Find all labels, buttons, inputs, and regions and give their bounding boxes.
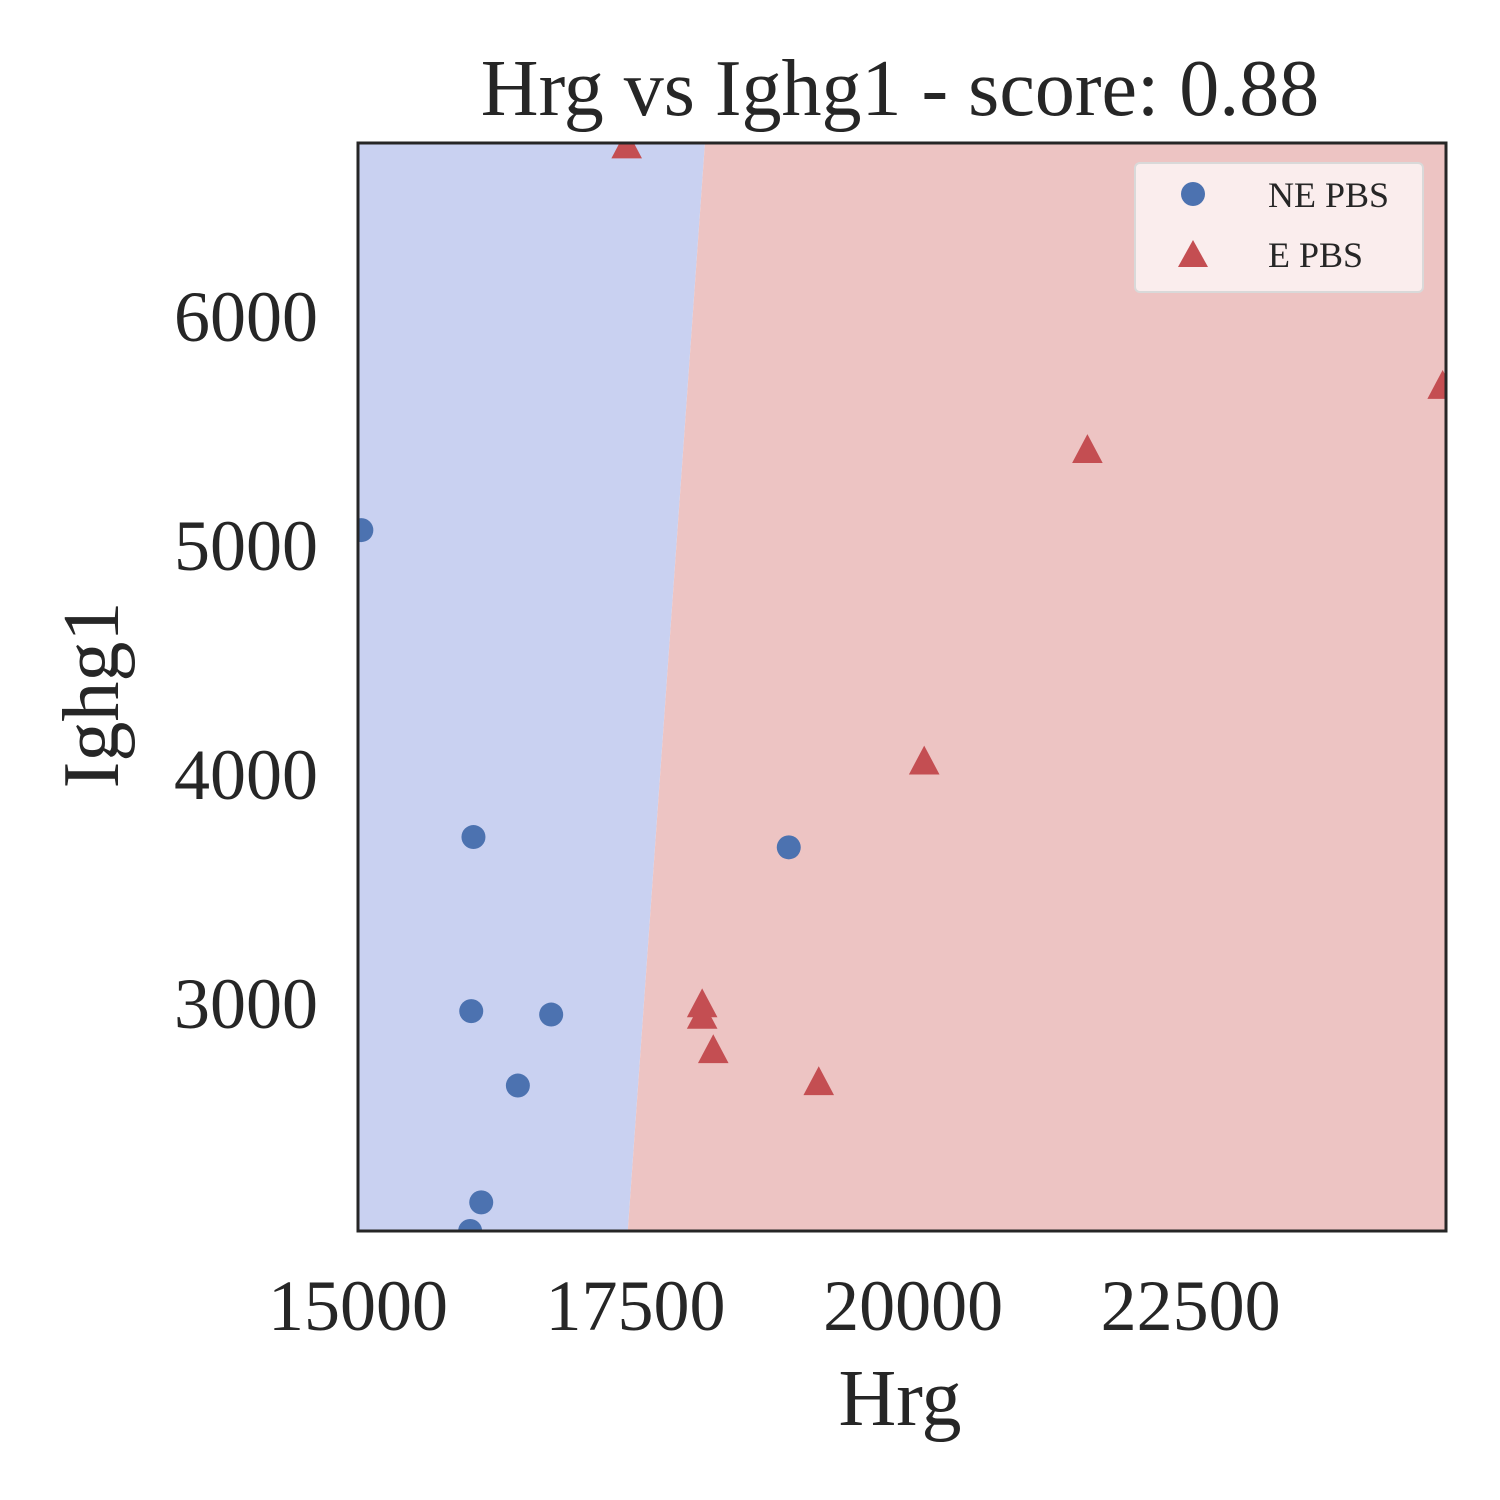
- data-point-e-pbs: [1072, 434, 1103, 463]
- data-point-ne-pbs: [469, 1190, 494, 1215]
- data-point-ne-pbs: [458, 1219, 483, 1231]
- data-point-e-pbs: [611, 143, 642, 159]
- x-tick-label: 15000: [268, 1266, 448, 1346]
- region-e-pbs: [627, 143, 1446, 1231]
- x-axis-ticks: 15000 17500 20000 22500: [268, 1266, 1281, 1346]
- data-point-ne-pbs: [539, 1002, 564, 1027]
- data-point-ne-pbs: [505, 1073, 530, 1098]
- chart-title: Hrg vs Ighg1 - score: 0.88: [481, 45, 1319, 133]
- data-point-e-pbs: [686, 999, 718, 1029]
- legend-box: [1134, 162, 1424, 293]
- data-point-e-pbs: [697, 1034, 729, 1064]
- legend: NE PBS E PBS: [1134, 162, 1424, 293]
- data-point-ne-pbs: [459, 999, 484, 1024]
- y-tick-label: 5000: [174, 506, 318, 586]
- x-tick-label: 20000: [823, 1266, 1003, 1346]
- data-point-e-pbs: [1427, 369, 1446, 399]
- plot-area: [358, 143, 1446, 1231]
- legend-label-ne-pbs: NE PBS: [1268, 175, 1389, 215]
- data-point-ne-pbs: [776, 835, 801, 860]
- plot-frame: [356, 141, 1448, 1233]
- data-point-e-pbs: [803, 1066, 835, 1096]
- x-axis-label: Hrg: [839, 1355, 962, 1443]
- region-ne-pbs: [358, 143, 705, 1231]
- y-axis-label: Ighg1: [48, 602, 136, 789]
- y-tick-label: 4000: [174, 735, 318, 815]
- data-point-ne-pbs: [358, 518, 374, 543]
- points-layer: [358, 143, 1446, 1231]
- y-tick-label: 3000: [174, 964, 318, 1044]
- data-point-e-pbs: [908, 745, 940, 775]
- y-tick-label: 6000: [174, 277, 318, 357]
- legend-marker-ne-pbs: [1181, 182, 1205, 206]
- legend-marker-e-pbs: [1178, 240, 1208, 267]
- legend-label-e-pbs: E PBS: [1268, 235, 1363, 275]
- x-tick-label: 22500: [1101, 1266, 1281, 1346]
- y-axis-ticks: 3000 4000 5000 6000: [174, 277, 318, 1044]
- data-point-ne-pbs: [461, 825, 486, 850]
- x-tick-label: 17500: [546, 1266, 726, 1346]
